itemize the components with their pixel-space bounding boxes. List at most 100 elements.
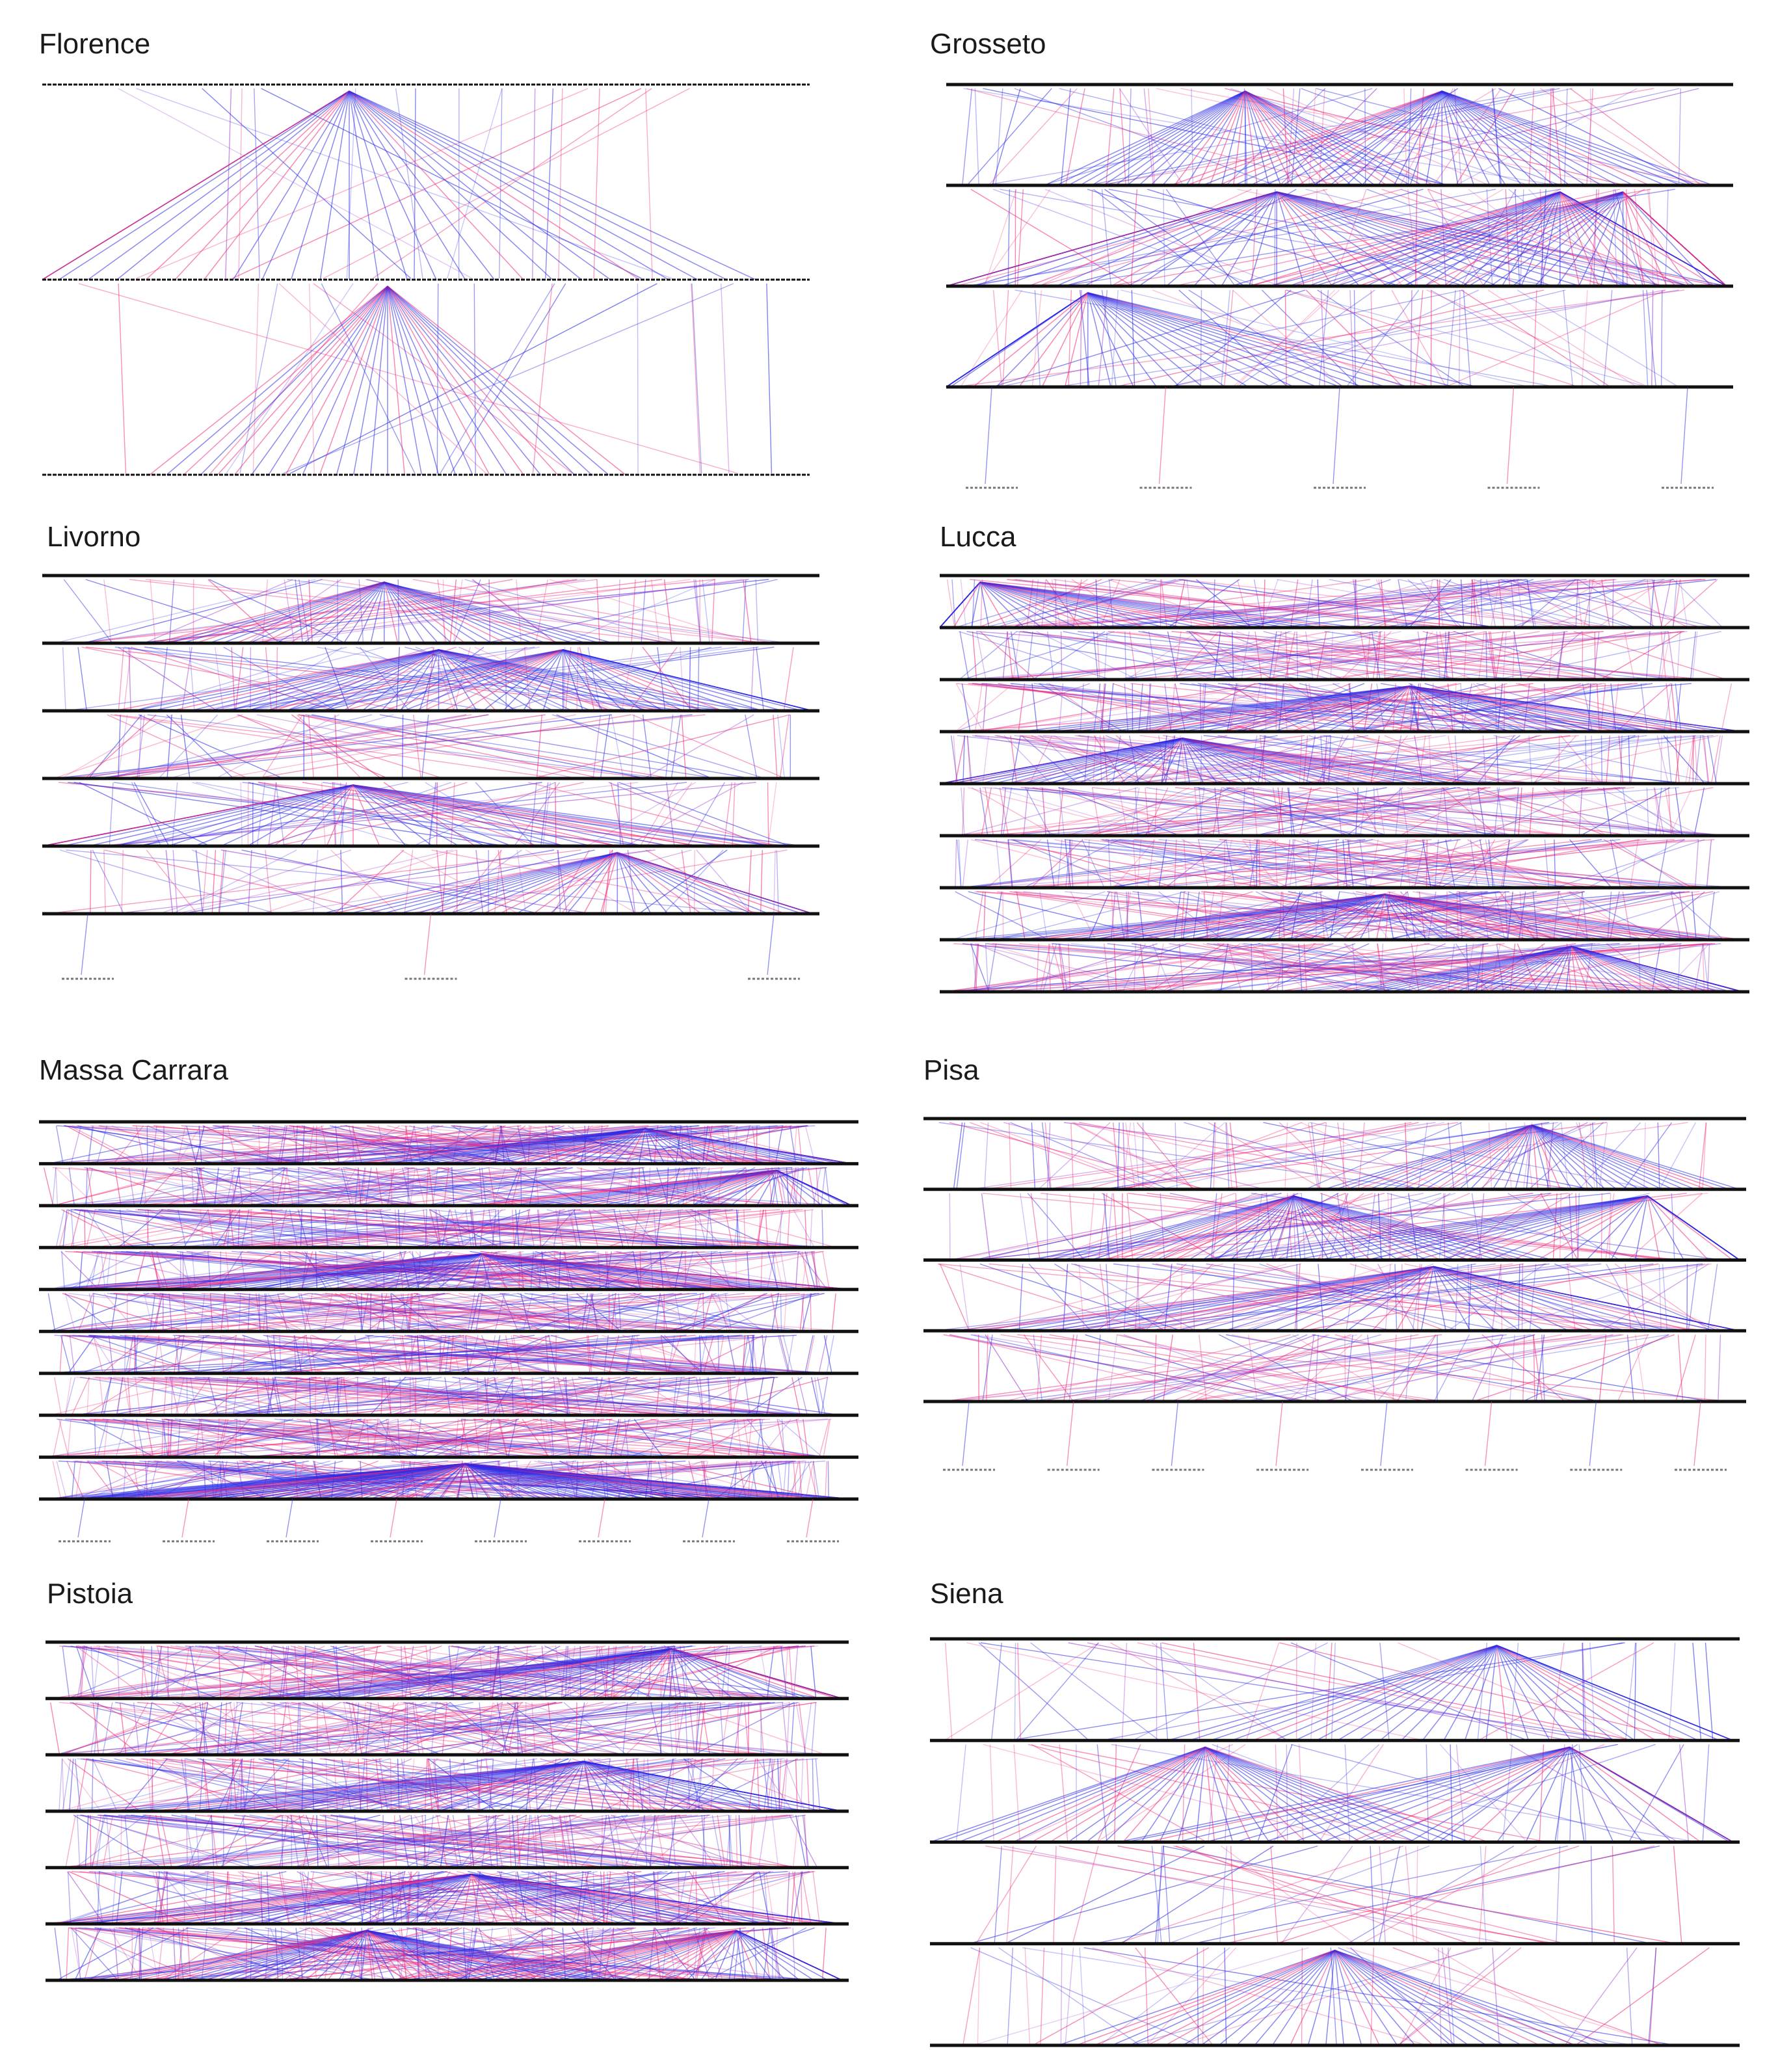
hub-edge [438, 649, 554, 711]
edge [192, 849, 338, 913]
hub-edge [1441, 90, 1602, 186]
edge [400, 849, 516, 913]
edge [1651, 289, 1654, 386]
edge [1480, 579, 1483, 627]
hub-edge [1409, 685, 1474, 732]
leaf-edge [962, 1401, 970, 1467]
edge [219, 849, 226, 913]
edge [325, 646, 349, 710]
hub-edge [190, 649, 439, 711]
edge [537, 714, 791, 778]
hub-edge [387, 286, 558, 475]
edge [391, 1167, 780, 1205]
edge [317, 1167, 724, 1205]
edge [1096, 631, 1100, 679]
edge [1671, 683, 1677, 731]
edge [1282, 88, 1288, 185]
hub-edge [1146, 685, 1410, 732]
hub-edge [352, 784, 618, 847]
hub-fan [1021, 894, 1744, 940]
edge [69, 1167, 400, 1205]
edge [959, 631, 1108, 679]
edge [1407, 787, 1550, 835]
edge [797, 1125, 803, 1163]
hub-edge [1409, 685, 1546, 732]
edge [93, 1645, 100, 1697]
edge [1458, 289, 1461, 386]
edge [211, 849, 217, 913]
leaf-edge [1333, 386, 1340, 485]
edge [152, 1125, 157, 1163]
hub-edge [1091, 90, 1246, 186]
edge [789, 1167, 797, 1205]
edge [664, 849, 724, 913]
hub-edge [1044, 90, 1246, 186]
edge [1249, 839, 1255, 887]
hub-edge [1182, 737, 1331, 784]
hub-edge [1412, 946, 1572, 992]
edge [1490, 943, 1501, 991]
edge [265, 849, 457, 913]
edge [343, 1167, 354, 1205]
hub-edge [563, 649, 683, 711]
edge [1218, 631, 1568, 679]
edge [1197, 683, 1524, 731]
edge [1347, 289, 1420, 386]
hub-edge [352, 286, 388, 475]
edge [990, 943, 1184, 991]
edge [1376, 631, 1381, 679]
edge [128, 1167, 135, 1205]
edge [1431, 839, 1527, 887]
edge [1528, 88, 1535, 185]
edge [225, 88, 232, 279]
edge [258, 782, 777, 845]
edge [1044, 189, 1277, 286]
hub-edge [384, 581, 425, 644]
hub-edge [1442, 90, 1698, 186]
edge [1145, 787, 1169, 835]
edge [983, 891, 986, 939]
leaf-edge [1275, 1401, 1283, 1467]
edge [954, 943, 1316, 991]
edge [231, 646, 235, 710]
edge [1367, 579, 1534, 627]
edge [312, 849, 319, 913]
edge [352, 1125, 362, 1163]
hub-edge [200, 286, 388, 475]
edge [498, 849, 507, 913]
hub-edge [1138, 90, 1246, 186]
edge [946, 579, 955, 627]
edge [1422, 631, 1615, 679]
hub-edge [356, 581, 385, 644]
edge [698, 1209, 832, 1247]
edge [1456, 88, 1515, 185]
edge [226, 1167, 235, 1205]
hub-edge [1182, 685, 1410, 732]
edge [1622, 787, 1630, 835]
edge [1273, 631, 1282, 679]
hub-edge [1385, 894, 1614, 940]
edge [75, 1645, 147, 1698]
hub-edge [1245, 90, 1388, 186]
edge [813, 1167, 821, 1205]
edge [68, 782, 635, 845]
hub-edge [1409, 685, 1618, 732]
edge [1015, 289, 1549, 386]
edge [1119, 88, 1183, 185]
edge [112, 782, 639, 845]
hub-edge [1441, 90, 1507, 186]
hub-edge [352, 784, 803, 847]
hub-edge [1385, 894, 1394, 940]
hub-edge [1600, 191, 1624, 287]
edge [1146, 683, 1152, 731]
edge [1319, 891, 1329, 939]
edge [1640, 683, 1648, 731]
hub-edge [1647, 1195, 1733, 1261]
edge [491, 579, 778, 643]
edge [1226, 787, 1385, 835]
edge [346, 88, 356, 279]
edge [196, 782, 553, 845]
edge [1517, 289, 1677, 386]
edge [593, 88, 600, 279]
hub-edge [304, 649, 439, 711]
